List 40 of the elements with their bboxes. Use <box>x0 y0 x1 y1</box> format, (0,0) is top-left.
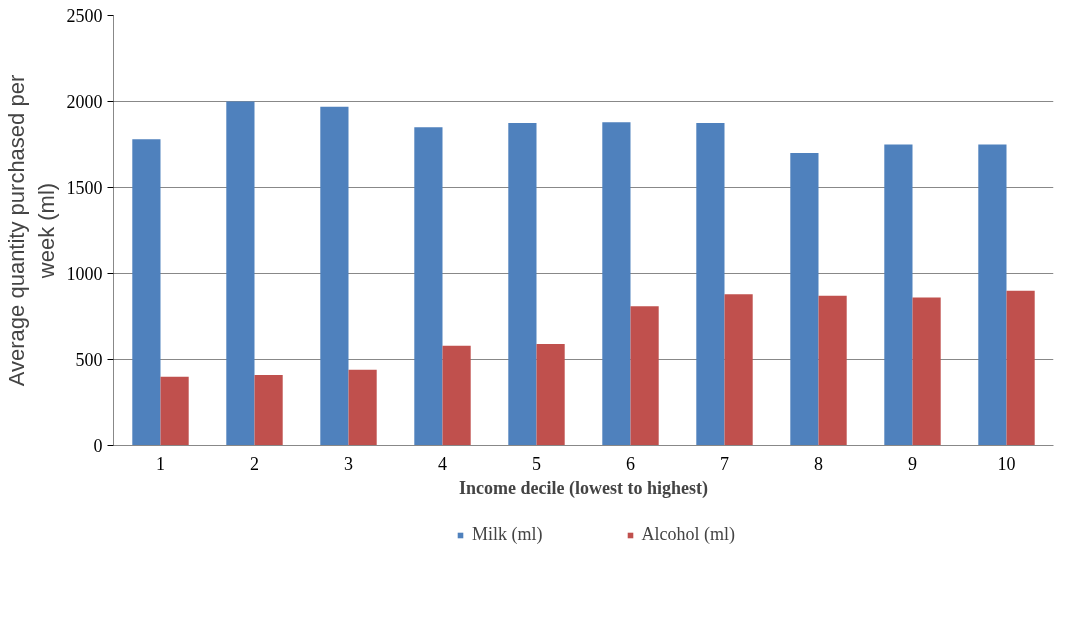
bar <box>536 344 565 446</box>
y-tick-label: 1500 <box>66 178 103 198</box>
y-tick-label: 2000 <box>66 92 103 112</box>
bar <box>254 374 283 446</box>
x-tick-label: 10 <box>997 453 1016 474</box>
bar <box>724 294 753 446</box>
x-tick-label: 6 <box>626 453 635 474</box>
bar <box>508 123 537 446</box>
x-tick-label: 9 <box>908 453 917 474</box>
x-tick-label: 3 <box>344 453 353 474</box>
bar <box>884 144 913 446</box>
x-tick-label: 4 <box>438 453 447 474</box>
bar <box>790 153 819 446</box>
bar <box>320 106 349 446</box>
x-tick-label: 8 <box>814 453 823 474</box>
bar <box>414 127 443 446</box>
y-tick-label: 500 <box>75 350 103 370</box>
y-tick-label: 1000 <box>66 264 103 284</box>
bar <box>160 376 189 446</box>
bar <box>696 123 725 446</box>
x-axis-title: Income decile (lowest to highest) <box>459 477 708 499</box>
bar <box>348 369 377 446</box>
legend-label: Alcohol (ml) <box>641 524 735 545</box>
y-tick-label: 2500 <box>66 6 103 26</box>
x-tick-label: 1 <box>156 453 165 474</box>
bar <box>1006 290 1035 446</box>
x-tick-label: 5 <box>532 453 541 474</box>
x-tick-label: 7 <box>720 453 729 474</box>
bar <box>912 297 941 446</box>
legend-label: Milk (ml) <box>472 524 543 545</box>
y-tick-label: 0 <box>93 436 103 456</box>
bar <box>442 345 471 446</box>
y-axis-title: Average quantity purchased per week (ml) <box>3 74 59 387</box>
bar <box>978 144 1007 446</box>
x-tick-label: 2 <box>250 453 259 474</box>
bar <box>602 122 631 446</box>
bar <box>818 295 847 446</box>
bar <box>226 101 255 446</box>
bar <box>132 139 161 446</box>
bar <box>630 306 659 446</box>
